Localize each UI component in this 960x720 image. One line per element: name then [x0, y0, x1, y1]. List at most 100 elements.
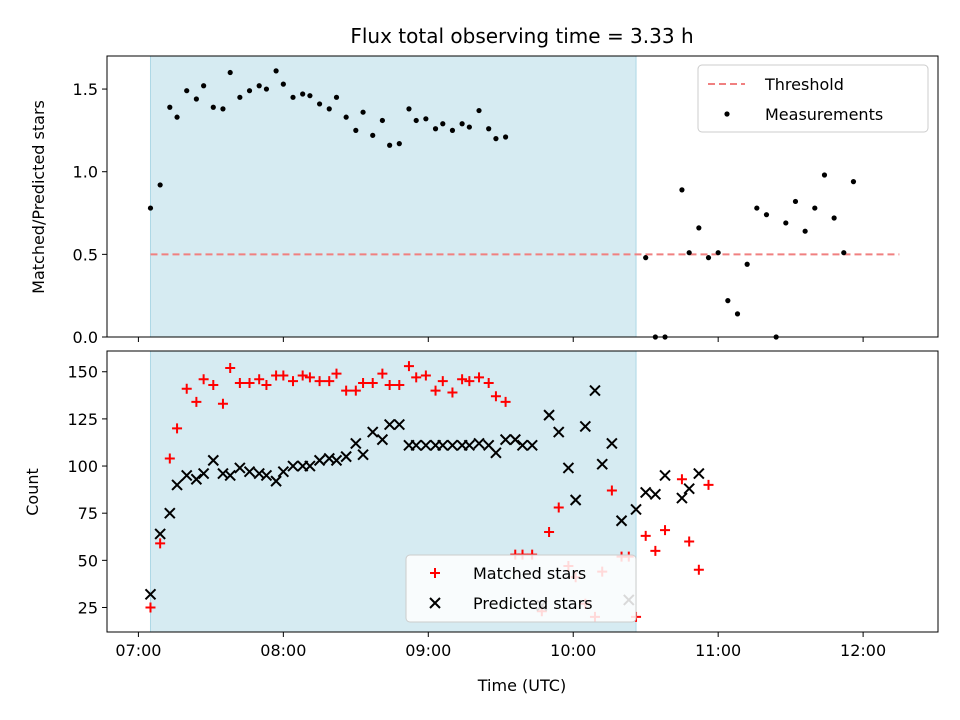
bottom-matched-point	[198, 374, 209, 385]
bottom-matched-point	[155, 538, 166, 549]
bottom-matched-point	[208, 379, 219, 390]
bottom-predicted-point	[383, 418, 396, 431]
bottom-predicted-point	[473, 437, 485, 450]
bottom-predicted-point	[154, 528, 166, 540]
bottom-matched-point	[553, 502, 564, 513]
top-data-point	[353, 127, 359, 133]
top-data-point	[220, 106, 226, 112]
top-data-point	[802, 228, 808, 234]
top-y-tick-label: 1.5	[73, 80, 98, 99]
top-data-point	[831, 215, 837, 221]
top-data-point	[147, 205, 154, 211]
top-data-point	[792, 198, 799, 205]
bottom-predicted-point	[224, 469, 236, 482]
bottom-matched-point	[278, 370, 289, 381]
bottom-predicted-point	[197, 467, 210, 480]
top-data-point	[316, 101, 323, 107]
legend-predicted-label: Predicted stars	[473, 594, 593, 613]
bottom-predicted-point	[437, 439, 449, 452]
top-data-point	[167, 104, 173, 110]
bottom-predicted-point	[606, 437, 618, 450]
bottom-matched-point	[490, 391, 501, 402]
bottom-matched-point	[324, 376, 335, 387]
bottom-predicted-point	[313, 454, 326, 467]
bottom-predicted-point	[526, 439, 538, 452]
bottom-y-tick-label: 100	[67, 457, 98, 476]
top-data-point	[841, 250, 847, 256]
bottom-matched-point	[693, 564, 704, 575]
top-data-point	[157, 182, 163, 188]
bottom-y-tick-label: 125	[67, 410, 98, 429]
top-data-point	[227, 69, 233, 76]
top-data-point	[763, 212, 770, 218]
top-shaded-region	[149, 55, 637, 338]
bottom-predicted-point	[509, 433, 521, 446]
bottom-predicted-point	[693, 467, 705, 480]
bottom-matched-point	[341, 385, 352, 396]
bottom-matched-point	[650, 545, 661, 556]
bottom-predicted-point	[304, 460, 316, 472]
bottom-matched-point	[457, 374, 468, 385]
top-data-point	[406, 106, 412, 112]
bottom-predicted-point	[490, 447, 502, 459]
bottom-predicted-point	[569, 494, 582, 506]
bottom-legend-box	[405, 554, 637, 623]
top-data-point	[396, 141, 402, 147]
bottom-matched-point	[660, 525, 671, 536]
bottom-matched-point	[261, 379, 272, 390]
top-panel: 0.0 0.5 1.0 1.5 Threshold Measurements	[73, 55, 939, 347]
bottom-matched-point	[676, 474, 687, 485]
bottom-predicted-point	[367, 426, 379, 438]
bottom-matched-point	[288, 376, 299, 387]
top-y-tick-label: 0.0	[73, 328, 98, 347]
top-data-point	[193, 96, 199, 102]
legend-threshold-label: Threshold	[764, 75, 844, 94]
bottom-matched-point	[430, 385, 441, 396]
bottom-matched-point	[544, 527, 555, 538]
bottom-predicted-point	[543, 409, 555, 421]
top-data-point	[237, 94, 243, 100]
bottom-matched-point	[367, 378, 378, 389]
top-data-point	[449, 127, 456, 133]
bottom-matched-point	[447, 387, 458, 398]
bottom-x-tick-label: 08:00	[260, 641, 306, 660]
top-y-tick-label: 1.0	[73, 163, 98, 182]
bottom-matched-point	[191, 396, 202, 407]
bottom-predicted-point	[277, 465, 290, 478]
bottom-matched-point	[304, 372, 315, 383]
bottom-predicted-point	[420, 439, 432, 452]
top-data-point	[715, 250, 721, 256]
top-data-point	[387, 142, 393, 148]
top-data-point	[812, 205, 818, 211]
top-data-point	[466, 124, 472, 130]
bottom-matched-point	[244, 378, 255, 389]
top-data-point	[273, 68, 279, 74]
top-data-point	[725, 298, 731, 304]
top-data-point	[290, 94, 296, 100]
bottom-matched-point	[420, 370, 431, 381]
bottom-predicted-point	[234, 462, 246, 474]
top-data-point	[210, 104, 216, 110]
top-data-point	[850, 179, 857, 185]
bottom-legend: Matched stars Predicted stars	[405, 554, 637, 623]
bottom-predicted-point	[144, 588, 157, 600]
top-data-point	[493, 136, 499, 142]
bottom-predicted-point	[190, 473, 203, 485]
bottom-matched-point	[350, 385, 361, 396]
top-data-point	[246, 88, 253, 94]
bottom-matched-point	[254, 374, 265, 385]
top-data-point	[744, 261, 750, 267]
bottom-matched-point	[164, 453, 175, 464]
top-data-point	[370, 132, 376, 138]
bottom-predicted-point	[516, 439, 529, 452]
top-data-point	[379, 117, 385, 124]
bottom-matched-point	[297, 370, 308, 381]
bottom-predicted-point	[181, 469, 193, 482]
bottom-predicted-point	[350, 437, 362, 450]
bottom-predicted-point	[357, 449, 369, 461]
bottom-panel: 25 50 75 100 125 150 07:00 08:00 09:00 10:00 11:00…	[67, 350, 939, 660]
top-data-point	[333, 94, 340, 100]
bottom-predicted-point	[649, 488, 662, 501]
top-legend: Threshold Measurements	[697, 64, 929, 133]
legend-predicted-swatch	[429, 597, 441, 609]
